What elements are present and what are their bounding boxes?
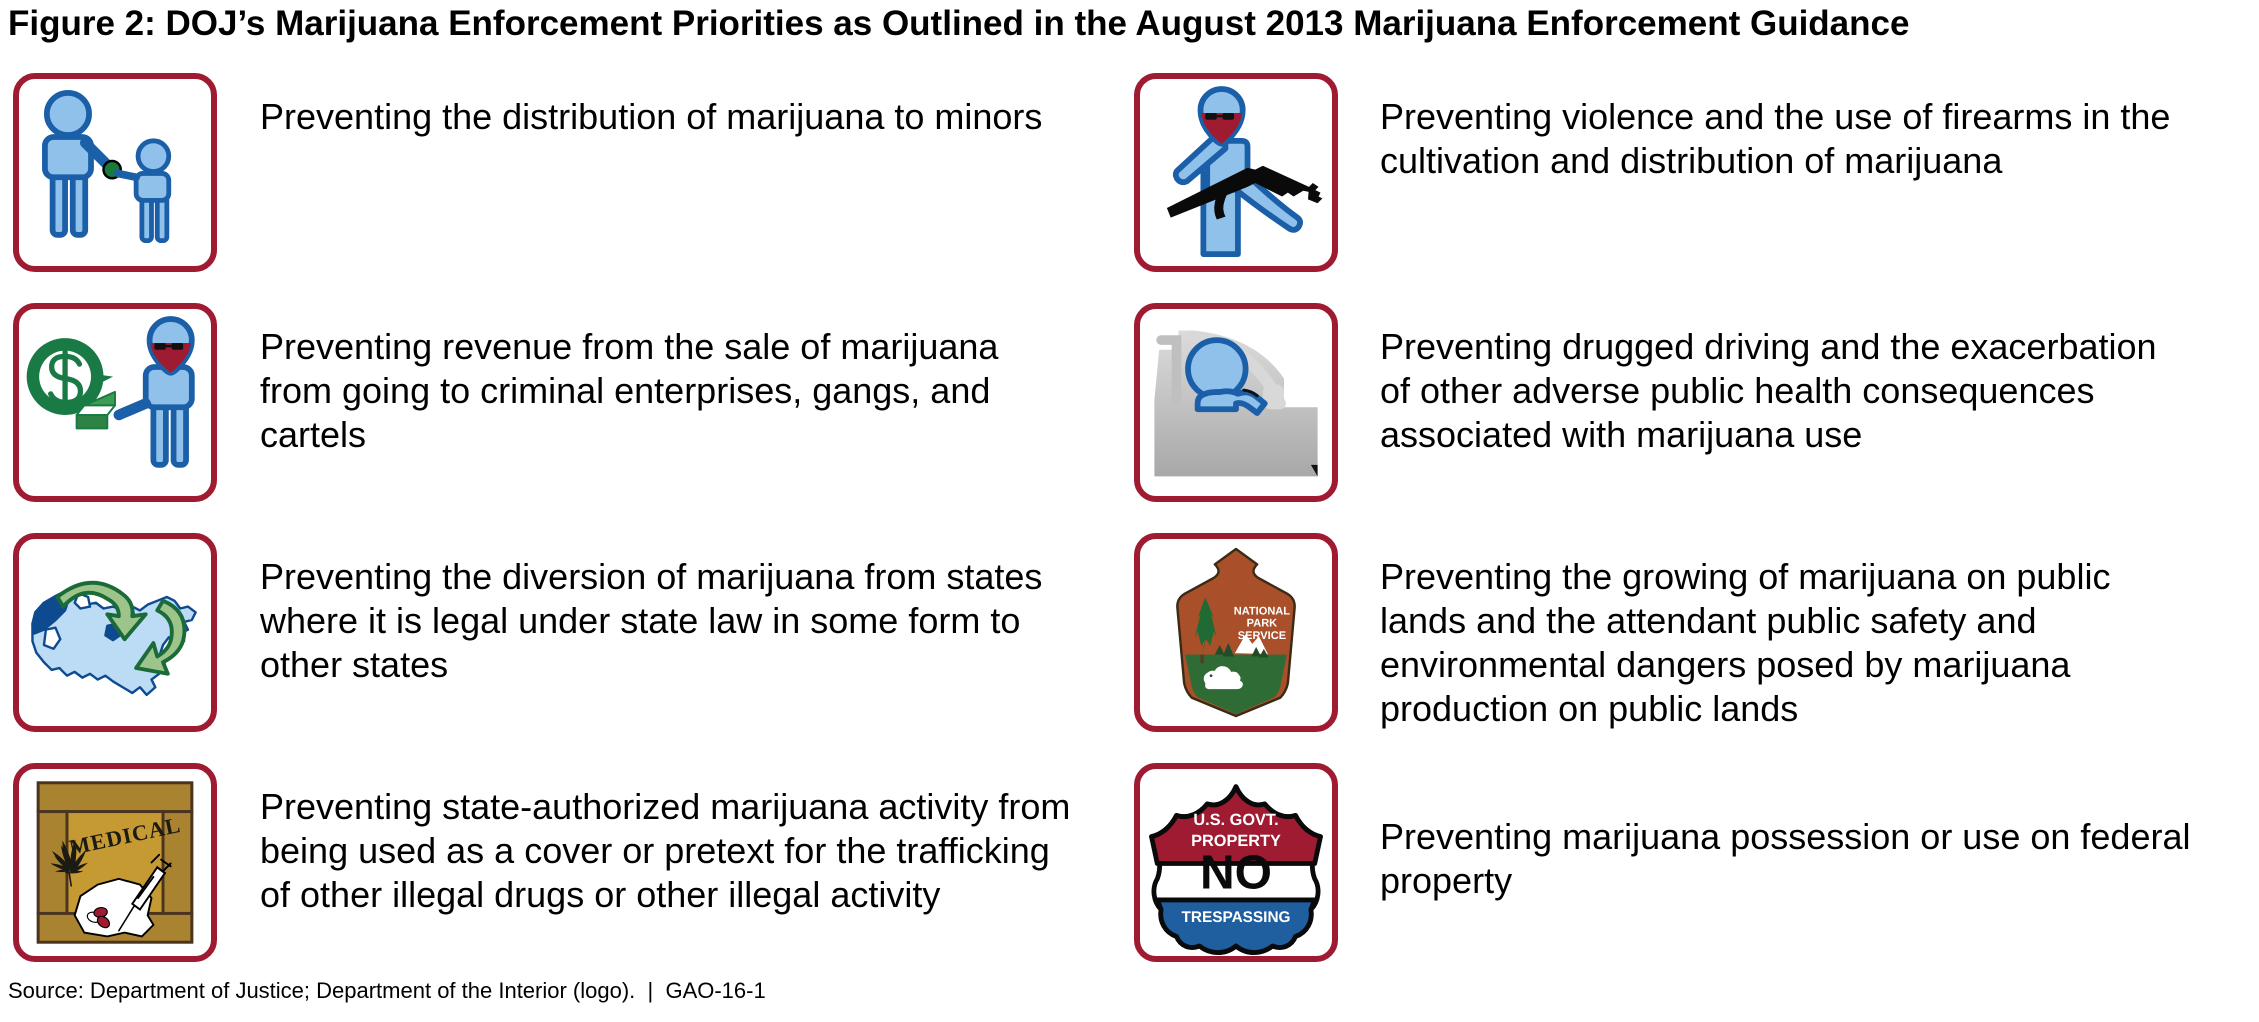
- svg-text:PARK: PARK: [1247, 618, 1278, 630]
- svg-text:NATIONAL: NATIONAL: [1234, 606, 1290, 618]
- svg-text:U.S. GOVT.: U.S. GOVT.: [1193, 811, 1278, 829]
- svg-text:SERVICE: SERVICE: [1238, 631, 1287, 643]
- svg-text:TRESPASSING: TRESPASSING: [1182, 910, 1291, 926]
- svg-text:NO: NO: [1200, 845, 1272, 899]
